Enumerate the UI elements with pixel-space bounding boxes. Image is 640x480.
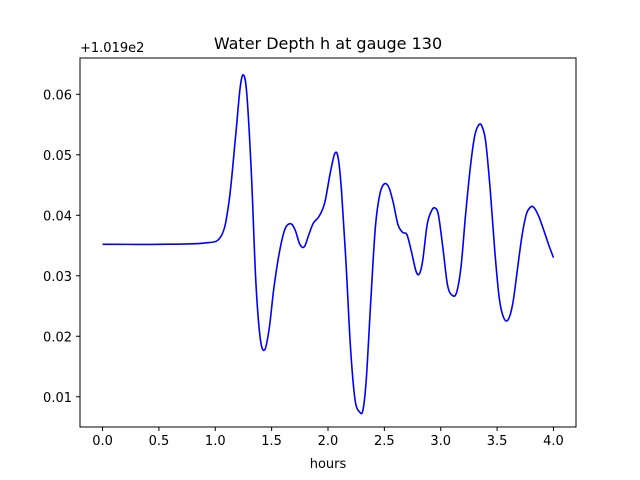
- x-tick-label: 1.0: [205, 434, 226, 449]
- series-layer: [102, 73, 555, 415]
- x-tick-label: 4.0: [543, 434, 564, 449]
- y-tick-label: 0.05: [43, 149, 72, 164]
- x-tick-label: 2.5: [374, 434, 395, 449]
- x-tick-label: 0.0: [92, 434, 113, 449]
- chart-title: Water Depth h at gauge 130: [214, 34, 442, 53]
- y-axis-ticks: 0.01 0.02 0.03 0.04 0.05 0.06: [43, 88, 80, 406]
- y-tick-label: 0.03: [43, 270, 72, 285]
- x-tick-label: 1.5: [261, 434, 282, 449]
- y-tick-label: 0.02: [43, 330, 72, 345]
- x-tick-label: 2.0: [318, 434, 339, 449]
- x-tick-label: 0.5: [149, 434, 170, 449]
- y-tick-label: 0.01: [43, 391, 72, 406]
- y-offset-label: +1.019e2: [80, 41, 144, 56]
- x-axis-label: hours: [310, 457, 347, 472]
- series-line-0: [102, 73, 555, 415]
- y-tick-label: 0.04: [43, 209, 72, 224]
- y-tick-label: 0.06: [43, 88, 72, 103]
- x-tick-label: 3.5: [487, 434, 508, 449]
- x-axis-ticks: 0.0 0.5 1.0 1.5 2.0 2.5 3.0 3.5 4.0: [92, 427, 564, 449]
- x-tick-label: 3.0: [430, 434, 451, 449]
